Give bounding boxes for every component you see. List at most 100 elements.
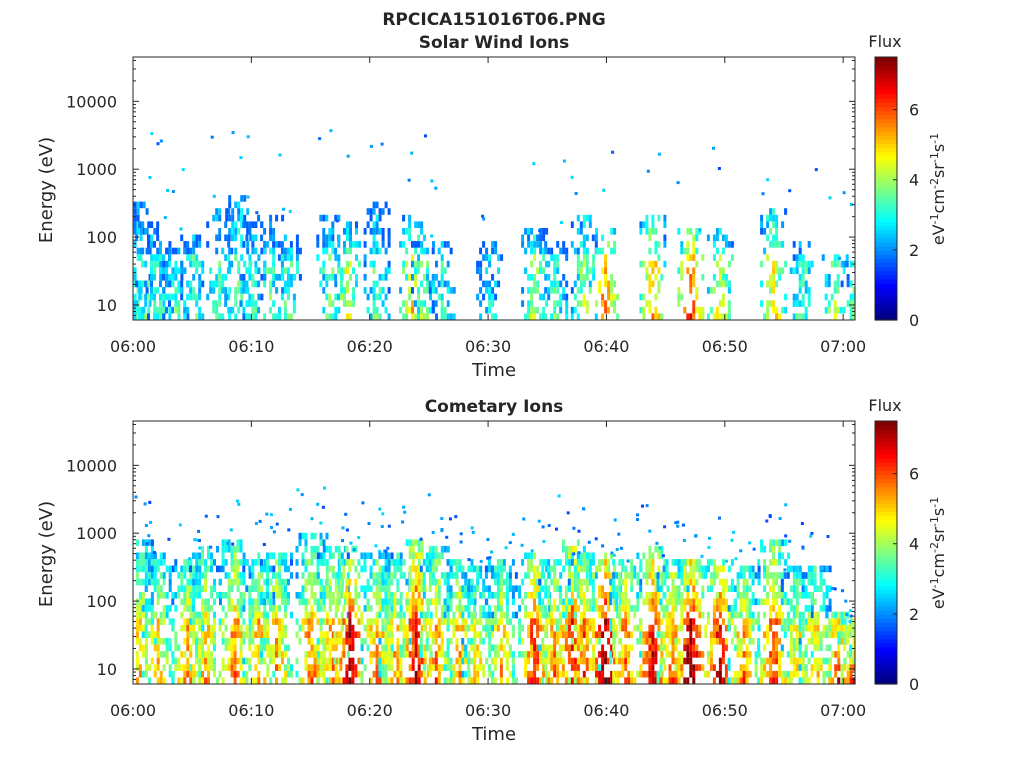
heatmap-cell — [674, 644, 678, 652]
heatmap-cell — [152, 551, 156, 554]
heatmap-cell — [751, 638, 755, 645]
heatmap-cell — [192, 241, 196, 248]
heatmap-cell — [536, 592, 540, 599]
heatmap-cell — [174, 664, 178, 671]
heatmap-cell — [610, 287, 614, 294]
heatmap-cell — [598, 670, 602, 678]
heatmap-cell — [289, 313, 293, 320]
heatmap-cell — [511, 598, 515, 606]
heatmap-cell — [601, 657, 605, 665]
heatmap-cell — [775, 559, 779, 566]
heatmap-cell — [721, 592, 725, 599]
heatmap-cell — [355, 274, 358, 281]
heatmap-cell — [539, 605, 543, 612]
heatmap-cell — [390, 651, 394, 658]
heatmap-cell — [570, 545, 574, 553]
heatmap-cell — [682, 539, 686, 542]
heatmap-cell — [618, 657, 622, 665]
heatmap-cell — [390, 559, 394, 566]
heatmap-cell — [251, 605, 255, 612]
heatmap-cell — [449, 592, 453, 599]
heatmap-cell — [595, 247, 599, 255]
heatmap-cell — [260, 631, 264, 638]
heatmap-cell — [553, 572, 557, 579]
heatmap-cell — [780, 624, 784, 632]
heatmap-cell — [745, 598, 749, 606]
heatmap-cell — [530, 611, 534, 619]
heatmap-cell — [183, 618, 187, 625]
heatmap-cell — [772, 677, 776, 684]
heatmap-cell — [801, 280, 805, 288]
heatmap-cell — [156, 228, 159, 235]
heatmap-cell — [345, 585, 349, 592]
heatmap-cell — [446, 287, 450, 294]
heatmap-cell — [331, 657, 335, 665]
heatmap-cell — [701, 664, 705, 671]
heatmap-cell — [458, 592, 462, 599]
heatmap-cell — [334, 598, 338, 606]
heatmap-cell — [663, 214, 667, 222]
heatmap-cell — [343, 300, 346, 307]
heatmap-cell — [446, 644, 450, 652]
heatmap-cell — [494, 313, 498, 320]
heatmap-cell — [387, 578, 391, 586]
heatmap-cell — [275, 241, 279, 248]
heatmap-cell — [411, 677, 415, 684]
heatmap-cell — [322, 585, 326, 592]
heatmap-cell — [789, 644, 793, 652]
heatmap-cell — [627, 677, 631, 684]
heatmap-cell — [390, 638, 394, 645]
heatmap-cell — [334, 578, 338, 586]
heatmap-cell — [384, 598, 388, 606]
heatmap-cell — [677, 300, 681, 307]
heatmap-cell — [488, 254, 492, 261]
heatmap-cell — [718, 598, 722, 606]
heatmap-cell — [396, 611, 400, 619]
heatmap-cell — [449, 657, 453, 665]
heatmap-cell — [287, 592, 290, 599]
heatmap-cell — [533, 274, 537, 281]
heatmap-cell — [660, 605, 664, 612]
heatmap-cell — [536, 280, 540, 288]
heatmap-cell — [257, 631, 261, 638]
heatmap-cell — [674, 605, 678, 612]
heatmap-cell — [201, 670, 204, 678]
heatmap-cell — [298, 592, 302, 599]
heatmap-cell — [564, 631, 568, 638]
heatmap-cell — [423, 677, 427, 684]
heatmap-cell — [547, 565, 551, 573]
heatmap-cell — [384, 631, 388, 638]
heatmap-cell — [542, 559, 546, 566]
heatmap-cell — [553, 670, 557, 678]
heatmap-cell — [197, 529, 201, 533]
heatmap-cell — [709, 578, 713, 586]
heatmap-cell — [159, 241, 162, 248]
heatmap-cell — [550, 578, 554, 586]
heatmap-cell — [455, 657, 459, 665]
heatmap-cell — [639, 260, 643, 268]
heatmap-cell — [237, 306, 241, 314]
heatmap-cell — [467, 592, 471, 599]
heatmap-cell — [724, 585, 728, 592]
heatmap-cell — [171, 592, 175, 599]
heatmap-cell — [295, 545, 299, 553]
heatmap-cell — [174, 293, 178, 301]
heatmap-cell — [403, 510, 407, 514]
heatmap-cell — [671, 651, 675, 658]
heatmap-cell — [284, 578, 287, 586]
heatmap-cell — [180, 677, 184, 684]
heatmap-cell — [476, 677, 480, 684]
heatmap-cell — [630, 565, 634, 573]
heatmap-cell — [665, 598, 669, 606]
heatmap-cell — [357, 536, 361, 539]
heatmap-cell — [280, 293, 284, 301]
heatmap-cell — [180, 651, 184, 658]
heatmap-cell — [381, 565, 385, 573]
heatmap-cell — [607, 280, 611, 288]
heatmap-cell — [428, 559, 432, 566]
heatmap-cell — [577, 551, 581, 555]
heatmap-cell — [361, 501, 365, 505]
heatmap-cell — [369, 247, 373, 255]
heatmap-cell — [218, 260, 222, 268]
heatmap-cell — [683, 306, 687, 314]
